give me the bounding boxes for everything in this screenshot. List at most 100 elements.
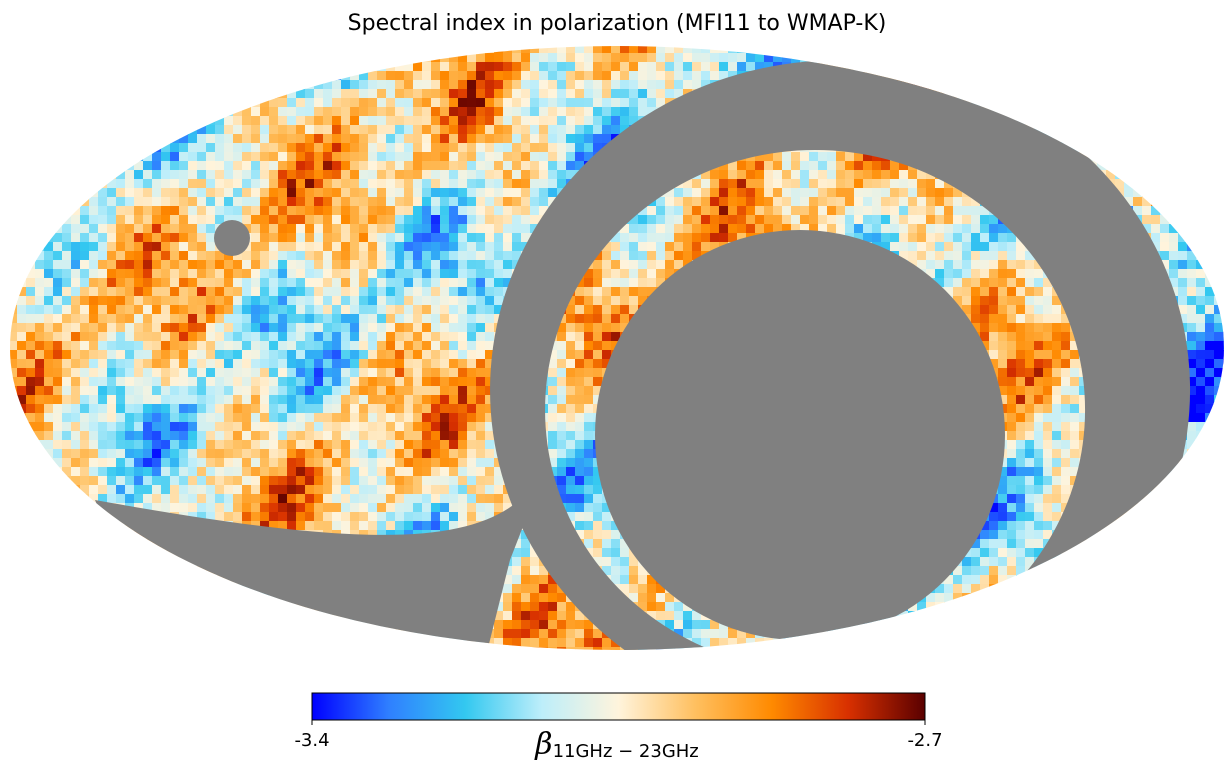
map-pixel bbox=[575, 395, 585, 405]
map-pixel bbox=[467, 161, 477, 171]
map-pixel bbox=[647, 89, 657, 99]
map-pixel bbox=[431, 224, 441, 234]
map-pixel bbox=[377, 215, 387, 225]
map-pixel bbox=[377, 125, 387, 135]
map-pixel bbox=[269, 260, 279, 270]
map-pixel bbox=[305, 377, 315, 387]
map-pixel bbox=[818, 53, 828, 63]
map-pixel bbox=[197, 125, 207, 135]
map-pixel bbox=[944, 251, 954, 261]
map-pixel bbox=[485, 269, 495, 279]
map-pixel bbox=[566, 341, 576, 351]
map-pixel bbox=[395, 350, 405, 360]
map-pixel bbox=[1052, 377, 1062, 387]
map-pixel bbox=[278, 368, 288, 378]
map-pixel bbox=[665, 80, 675, 90]
map-pixel bbox=[62, 413, 72, 423]
map-pixel bbox=[449, 377, 459, 387]
map-pixel bbox=[503, 170, 513, 180]
map-pixel bbox=[863, 224, 873, 234]
map-pixel bbox=[1061, 368, 1071, 378]
map-pixel bbox=[224, 278, 234, 288]
map-pixel bbox=[683, 215, 693, 225]
map-pixel bbox=[1214, 350, 1224, 360]
map-pixel bbox=[953, 242, 963, 252]
map-pixel bbox=[998, 368, 1008, 378]
map-pixel bbox=[251, 287, 261, 297]
map-pixel bbox=[350, 314, 360, 324]
map-pixel bbox=[143, 278, 153, 288]
map-pixel bbox=[548, 377, 558, 387]
map-pixel bbox=[593, 62, 603, 72]
map-pixel bbox=[1196, 287, 1206, 297]
map-pixel bbox=[305, 323, 315, 333]
map-pixel bbox=[908, 233, 918, 243]
map-pixel bbox=[386, 188, 396, 198]
map-pixel bbox=[332, 161, 342, 171]
map-pixel bbox=[242, 152, 252, 162]
map-pixel bbox=[404, 134, 414, 144]
map-pixel bbox=[377, 161, 387, 171]
map-pixel bbox=[287, 269, 297, 279]
map-pixel bbox=[1043, 350, 1053, 360]
map-pixel bbox=[440, 134, 450, 144]
map-pixel bbox=[683, 242, 693, 252]
map-pixel bbox=[413, 422, 423, 432]
map-pixel bbox=[620, 260, 630, 270]
map-pixel bbox=[1016, 314, 1026, 324]
map-pixel bbox=[134, 296, 144, 306]
map-pixel bbox=[377, 422, 387, 432]
map-pixel bbox=[233, 305, 243, 315]
map-pixel bbox=[62, 386, 72, 396]
map-pixel bbox=[395, 296, 405, 306]
map-pixel bbox=[467, 224, 477, 234]
map-pixel bbox=[242, 422, 252, 432]
map-pixel bbox=[80, 260, 90, 270]
map-pixel bbox=[620, 89, 630, 99]
map-pixel bbox=[359, 215, 369, 225]
map-pixel bbox=[404, 287, 414, 297]
map-pixel bbox=[161, 323, 171, 333]
map-pixel bbox=[368, 89, 378, 99]
map-pixel bbox=[80, 350, 90, 360]
map-pixel bbox=[476, 215, 486, 225]
map-pixel bbox=[413, 341, 423, 351]
map-pixel bbox=[521, 152, 531, 162]
map-pixel bbox=[413, 107, 423, 117]
map-pixel bbox=[224, 377, 234, 387]
map-pixel bbox=[881, 179, 891, 189]
map-pixel bbox=[413, 377, 423, 387]
map-pixel bbox=[143, 296, 153, 306]
map-pixel bbox=[449, 305, 459, 315]
map-pixel bbox=[467, 332, 477, 342]
map-pixel bbox=[746, 215, 756, 225]
map-pixel bbox=[1151, 233, 1161, 243]
map-pixel bbox=[467, 98, 477, 108]
map-pixel bbox=[134, 206, 144, 216]
map-pixel bbox=[305, 350, 315, 360]
map-pixel bbox=[782, 161, 792, 171]
map-pixel bbox=[188, 287, 198, 297]
map-pixel bbox=[665, 260, 675, 270]
map-pixel bbox=[899, 242, 909, 252]
map-pixel bbox=[341, 224, 351, 234]
map-pixel bbox=[1034, 278, 1044, 288]
map-pixel bbox=[368, 368, 378, 378]
map-pixel bbox=[296, 161, 306, 171]
map-pixel bbox=[152, 143, 162, 153]
map-pixel bbox=[413, 71, 423, 81]
map-pixel bbox=[314, 89, 324, 99]
map-pixel bbox=[125, 170, 135, 180]
map-pixel bbox=[647, 260, 657, 270]
map-pixel bbox=[458, 332, 468, 342]
map-pixel bbox=[467, 134, 477, 144]
map-pixel bbox=[377, 260, 387, 270]
map-pixel bbox=[332, 152, 342, 162]
map-pixel bbox=[377, 368, 387, 378]
map-pixel bbox=[143, 233, 153, 243]
map-pixel bbox=[584, 71, 594, 81]
map-pixel bbox=[980, 278, 990, 288]
map-pixel bbox=[287, 242, 297, 252]
map-pixel bbox=[467, 296, 477, 306]
map-pixel bbox=[584, 395, 594, 405]
